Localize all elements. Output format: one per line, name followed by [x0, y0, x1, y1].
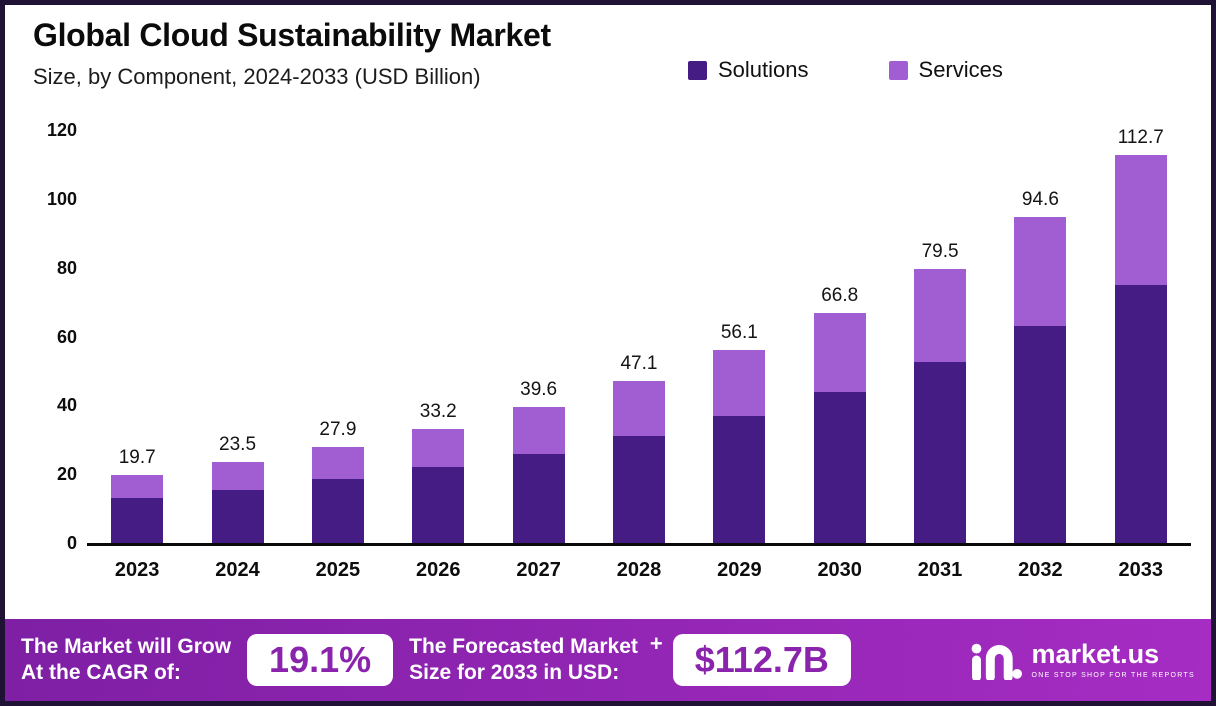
x-tick-label: 2029 [717, 559, 762, 581]
forecast-label-line1: The Forecasted Market [409, 634, 638, 658]
cagr-label: The Market will Grow At the CAGR of: [21, 634, 231, 687]
x-tick-label: 2030 [817, 559, 862, 581]
bar-segment-services-2026 [412, 428, 465, 468]
bar-column-2030: 66.8 [790, 130, 890, 543]
brand-lockup: market.us ONE STOP SHOP FOR THE REPORTS [970, 640, 1195, 680]
y-axis: 0 20 40 60 80 100 120 [31, 120, 87, 553]
bar-segment-solutions-2029 [713, 415, 766, 543]
bar-column-2032: 94.6 [990, 130, 1090, 543]
plot-area: 19.7 23.5 27.9 33.2 39.6 47.1 56.1 66.8 79.5 94.6… [87, 127, 1191, 582]
bar-segment-services-2033 [1114, 155, 1167, 285]
bar-value-label: 33.2 [419, 400, 457, 422]
bar-value-label: 19.7 [118, 447, 156, 469]
legend-label-services: Services [918, 57, 1003, 82]
bar-segment-solutions-2032 [1014, 326, 1067, 543]
bar-segment-solutions-2030 [813, 391, 866, 543]
x-tick-label: 2024 [215, 559, 260, 581]
bar-column-2025: 27.9 [288, 130, 388, 543]
bar-segment-solutions-2023 [111, 498, 164, 543]
services-swatch-icon [888, 60, 908, 80]
bar-segment-services-2030 [813, 313, 866, 392]
x-tick-label: 2025 [315, 559, 361, 581]
bar-column-2027: 39.6 [488, 130, 588, 543]
bar-value-label: 39.6 [520, 378, 558, 400]
bar-column-2023: 19.7 [87, 130, 187, 543]
cagr-label-line2: At the CAGR of: [21, 661, 181, 684]
forecast-value-badge: $112.7B [672, 634, 851, 686]
forecast-label: The Forecasted Market Size for 2033 in U… [409, 634, 638, 687]
bar-segment-services-2024 [211, 462, 264, 490]
bar-segment-solutions-2026 [412, 467, 465, 543]
bar-value-label: 56.1 [720, 321, 758, 343]
plus-decoration-icon: + [649, 631, 663, 656]
y-tick-label: 80 [56, 257, 77, 278]
y-tick-label: 100 [46, 188, 77, 209]
bar-segment-solutions-2024 [211, 489, 264, 543]
stacked-bar-chart: 0 20 40 60 80 100 120 19.7 23.5 27.9 33.2 39.6 47.1… [31, 120, 1191, 582]
bar-value-label: 47.1 [620, 352, 658, 374]
footer-banner: The Market will Grow At the CAGR of: 19.… [5, 619, 1211, 701]
bar-column-2031: 79.5 [890, 130, 990, 543]
x-tick-label: 2026 [416, 559, 461, 581]
bar-segment-solutions-2025 [311, 479, 364, 543]
x-tick-label: 2028 [616, 559, 662, 581]
chart-legend: Solutions Services [688, 57, 1003, 83]
brand-tagline: ONE STOP SHOP FOR THE REPORTS [1031, 672, 1195, 679]
x-tick-label: 2027 [516, 559, 561, 581]
y-tick-label: 40 [56, 395, 77, 416]
x-axis-labels: 2023 2024 2025 2026 2027 2028 2029 2030 2031 2032… [87, 559, 1191, 582]
legend-label-solutions: Solutions [718, 57, 809, 82]
page-title: Global Cloud Sustainability Market [33, 17, 551, 53]
y-tick-label: 0 [66, 533, 77, 553]
bar-segment-services-2025 [311, 447, 364, 480]
x-axis-line [87, 543, 1191, 546]
legend-item-services: Services [888, 57, 1003, 83]
header: Global Cloud Sustainability Market Size,… [33, 17, 551, 90]
y-tick-label: 120 [46, 120, 77, 140]
bar-segment-services-2023 [111, 475, 164, 499]
brand-text: market.us ONE STOP SHOP FOR THE REPORTS [1031, 639, 1195, 680]
bar-value-label: 27.9 [319, 419, 357, 440]
bar-value-label: 23.5 [219, 434, 257, 456]
bar-segment-services-2027 [512, 406, 565, 454]
x-tick-label: 2032 [1018, 559, 1063, 581]
bar-segment-solutions-2031 [914, 362, 967, 543]
marketus-logo-icon [971, 643, 1022, 680]
bar-segment-solutions-2027 [512, 453, 565, 543]
bar-segment-services-2032 [1014, 217, 1067, 327]
bar-column-2033: 112.7 [1091, 127, 1191, 543]
bar-column-2026: 33.2 [388, 130, 488, 543]
y-tick-label: 20 [56, 464, 77, 485]
bar-segment-solutions-2033 [1114, 284, 1167, 543]
y-tick-label: 60 [56, 326, 77, 347]
forecast-label-line2: Size for 2033 in USD: [409, 661, 620, 684]
bar-segment-services-2031 [914, 269, 967, 363]
bar-segment-services-2029 [713, 349, 766, 416]
cagr-label-line1: The Market will Grow [21, 634, 232, 658]
bar-column-2024: 23.5 [187, 130, 287, 543]
brand-name: market.us [1031, 639, 1160, 669]
bar-value-label: 112.7 [1117, 127, 1164, 149]
bars-container: 19.7 23.5 27.9 33.2 39.6 47.1 56.1 66.8 79.5 94.6… [87, 127, 1191, 543]
page-subtitle: Size, by Component, 2024-2033 (USD Billi… [33, 64, 481, 89]
bar-column-2029: 56.1 [689, 130, 789, 543]
bar-value-label: 79.5 [921, 241, 959, 263]
x-tick-label: 2031 [917, 559, 963, 581]
bar-value-label: 66.8 [821, 285, 859, 307]
x-tick-label: 2023 [114, 559, 160, 581]
legend-item-solutions: Solutions [688, 57, 809, 83]
solutions-swatch-icon [688, 60, 707, 80]
bar-column-2028: 47.1 [589, 130, 689, 543]
bar-segment-solutions-2028 [612, 436, 665, 543]
x-tick-label: 2033 [1118, 559, 1164, 581]
cagr-value-badge: 19.1% [247, 634, 394, 686]
bar-value-label: 94.6 [1021, 189, 1059, 211]
bar-segment-services-2028 [612, 380, 665, 437]
